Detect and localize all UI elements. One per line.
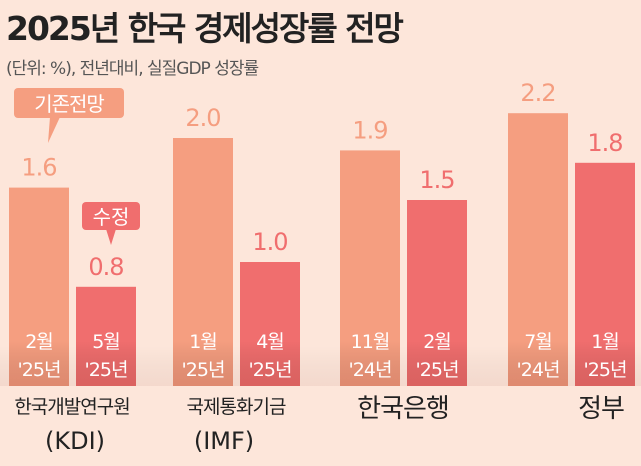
- value-label: 1.0: [252, 228, 287, 256]
- group-label: 국제통화기금: [187, 396, 286, 418]
- date-year-label: '25년: [85, 359, 128, 381]
- bar-shade: [173, 341, 233, 386]
- date-year-label: '25년: [416, 359, 459, 381]
- date-year-label: '25년: [584, 359, 627, 381]
- chart-subtitle: (단위: %), 전년대비, 실질GDP 성장률: [6, 59, 259, 79]
- date-month-label: 4월: [256, 331, 284, 353]
- bar-shade: [340, 341, 400, 386]
- value-label: 1.5: [419, 166, 454, 194]
- callout-revised-label: 수정: [93, 205, 130, 229]
- group-label: 한국개발연구원: [14, 396, 129, 418]
- value-label: 2.0: [185, 104, 220, 132]
- date-year-label: '24년: [517, 359, 560, 381]
- value-label: 1.9: [352, 116, 387, 144]
- callout-pointer: [106, 229, 116, 245]
- bar-previous: [508, 113, 568, 386]
- callout-previous-label: 기존전망: [34, 92, 104, 116]
- date-year-label: '25년: [18, 359, 61, 381]
- value-label: 1.8: [587, 129, 622, 157]
- callout-pointer: [48, 117, 60, 143]
- date-month-label: 11월: [351, 331, 390, 353]
- callout-previous: [14, 88, 124, 118]
- date-month-label: 1월: [189, 331, 217, 353]
- value-label: 2.2: [520, 79, 555, 107]
- value-label: 0.8: [88, 253, 123, 281]
- chart-title: 2025년 한국 경제성장률 전망: [6, 9, 404, 48]
- date-month-label: 2월: [423, 331, 451, 353]
- bar-shade: [575, 341, 635, 386]
- bar-shade: [9, 341, 69, 386]
- value-label: 1.6: [21, 154, 56, 182]
- date-month-label: 2월: [25, 331, 53, 353]
- date-year-label: '24년: [349, 359, 392, 381]
- bar-shade: [508, 341, 568, 386]
- group-label: 정부: [578, 394, 624, 424]
- group-label-sub: (IMF): [194, 427, 254, 455]
- date-month-label: 7월: [524, 331, 552, 353]
- bar-shade: [407, 341, 467, 386]
- group-label: 한국은행: [357, 394, 449, 424]
- date-year-label: '25년: [182, 359, 225, 381]
- date-year-label: '25년: [249, 359, 292, 381]
- date-month-label: 5월: [92, 331, 120, 353]
- callout-revised: [82, 202, 140, 230]
- group-label-sub: (KDI): [45, 427, 105, 455]
- date-month-label: 1월: [591, 331, 619, 353]
- bar-shade: [240, 341, 300, 386]
- bar-shade: [76, 341, 136, 386]
